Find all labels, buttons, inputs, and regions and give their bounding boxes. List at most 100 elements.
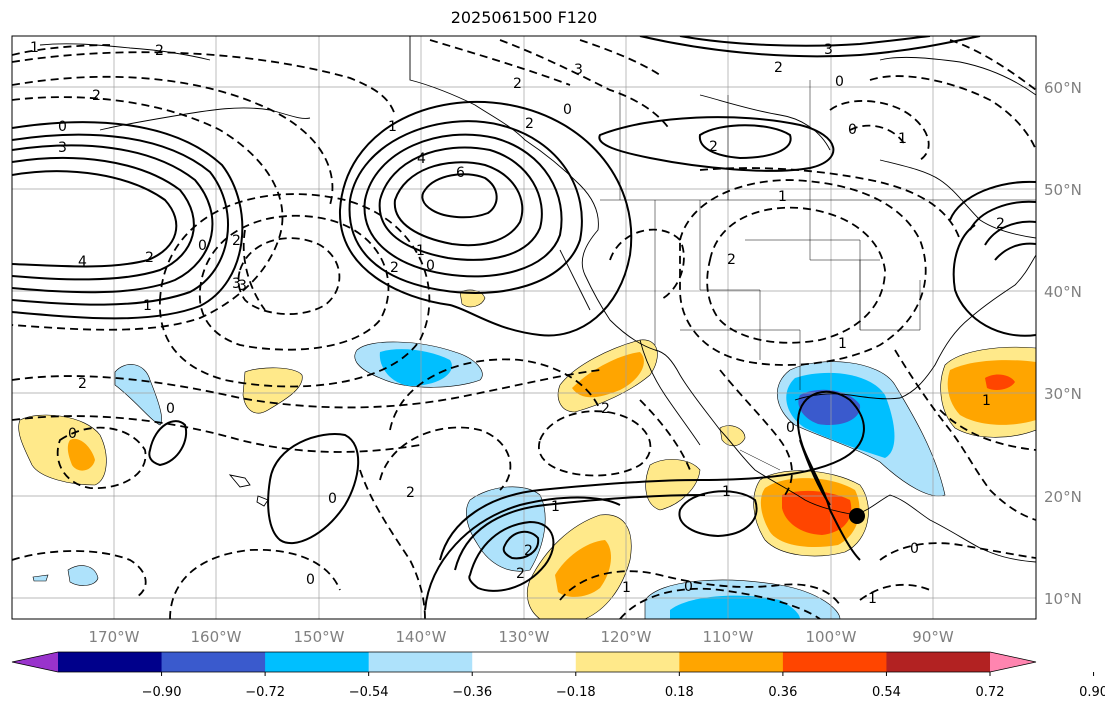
contour-positive	[949, 180, 1036, 221]
positive-anomaly-region	[645, 459, 701, 511]
border	[809, 200, 880, 261]
contour-negative	[379, 426, 512, 491]
contour-positive	[502, 530, 540, 560]
negative-anomaly-region	[32, 574, 49, 582]
contour-negative	[198, 214, 390, 351]
lat-label: 30°N	[1044, 385, 1082, 403]
lon-label: 100°W	[806, 628, 857, 646]
latitude-labels: 60°N 50°N 40°N 30°N 20°N 10°N	[1044, 79, 1082, 608]
coastline	[699, 94, 831, 151]
coastlines	[39, 36, 1036, 563]
contour-label: 2	[709, 139, 718, 155]
lon-label: 160°W	[191, 628, 242, 646]
contour-negative	[12, 369, 601, 409]
lon-label: 110°W	[703, 628, 754, 646]
negative-anomaly-peak	[798, 389, 861, 426]
lon-label: 150°W	[294, 628, 345, 646]
contour-negative	[869, 75, 1036, 151]
contour-label: 2	[232, 233, 241, 249]
lon-label: 140°W	[396, 628, 447, 646]
negative-anomaly-region	[67, 565, 99, 586]
contour-label: 2	[406, 485, 415, 501]
coastline	[794, 254, 1036, 401]
contour-positive	[12, 133, 229, 306]
contour-label: 4	[417, 151, 426, 167]
coastline	[879, 159, 1036, 239]
contour-label: 1	[868, 591, 877, 607]
contour-label: 0	[68, 426, 77, 442]
border	[739, 449, 781, 471]
contour-label: 2	[390, 260, 399, 276]
contour-label: 6	[456, 165, 465, 181]
contour-label: 3	[58, 140, 67, 156]
contour-label: 2	[601, 401, 610, 417]
island	[256, 495, 269, 507]
contour-label: 2	[516, 566, 525, 582]
contour-positive	[12, 156, 195, 281]
contour-label: 1	[551, 499, 560, 515]
colorbar-tick-label: −0.72	[245, 685, 285, 700]
contour-positive	[393, 161, 524, 247]
contour-negative	[12, 51, 396, 116]
contour-positive	[678, 490, 758, 538]
lon-label: 90°W	[912, 628, 954, 646]
contour-label: 1	[982, 393, 991, 409]
contour-negative	[939, 409, 1036, 451]
negative-anomaly-region	[114, 364, 162, 426]
contour-positive	[267, 433, 360, 545]
contour-negative	[894, 349, 1036, 521]
colorbar-segments	[12, 652, 1036, 672]
colorbar-tick-label: −0.18	[556, 685, 596, 700]
contour-positive	[348, 120, 583, 294]
contour-negative	[242, 229, 266, 311]
contour-label: 2	[513, 76, 522, 92]
colorbar-extend-low	[12, 652, 58, 672]
positive-anomaly-region	[242, 367, 303, 414]
contour-label: 0	[684, 579, 693, 595]
colorbar-segment	[782, 652, 887, 672]
colorbar-tick-label: −0.54	[349, 685, 389, 700]
positive-anomaly-core	[67, 438, 95, 471]
positive-anomaly-core	[555, 540, 612, 597]
positive-anomaly-peak	[782, 490, 852, 535]
colorbar-extend-high	[990, 652, 1036, 672]
contour-positive	[679, 36, 931, 47]
colorbar-ticks: −0.90 −0.72 −0.54 −0.36 −0.18 0.18 0.36 0.54 0.7…	[142, 672, 1105, 700]
contour-negative	[169, 549, 341, 619]
colorbar-segment	[472, 652, 577, 672]
colorbar-tick-label: 0.54	[872, 685, 901, 700]
coastline	[39, 43, 211, 61]
contour-label: 3	[824, 42, 833, 58]
political-borders	[600, 80, 1036, 471]
contour-label: 0	[835, 74, 844, 90]
contour-positive	[424, 496, 621, 611]
contour-label: 1	[143, 298, 152, 314]
contour-label: 2	[78, 376, 87, 392]
contour-positive	[799, 439, 831, 506]
contour-negative	[706, 206, 886, 344]
contour-negative	[559, 570, 841, 606]
contour-label: 0	[910, 541, 919, 557]
contour-label: 0	[306, 572, 315, 588]
colorbar-segment	[368, 652, 473, 672]
contour-positive	[12, 144, 214, 294]
contour-negative	[56, 426, 147, 489]
contour-positive	[969, 200, 1036, 231]
contour-negative	[609, 228, 685, 301]
border	[680, 329, 801, 390]
contour-label: 0	[58, 119, 67, 135]
colorbar-segment	[575, 652, 680, 672]
contour-negative	[579, 39, 661, 76]
coastline	[409, 36, 1036, 563]
contour-label: 1	[388, 119, 397, 135]
graticule	[12, 36, 1036, 619]
contour-negative	[359, 469, 426, 619]
contour-negative	[849, 124, 906, 146]
contour-label: 2	[525, 116, 534, 132]
border	[699, 200, 761, 360]
contour-label: 2	[996, 216, 1005, 232]
contour-label: 1	[898, 131, 907, 147]
lon-label: 170°W	[89, 628, 140, 646]
contour-negative	[499, 39, 671, 131]
positive-anomaly-region	[459, 289, 486, 308]
